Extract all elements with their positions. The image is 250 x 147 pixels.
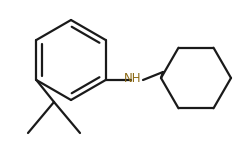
Text: NH: NH: [124, 71, 142, 85]
